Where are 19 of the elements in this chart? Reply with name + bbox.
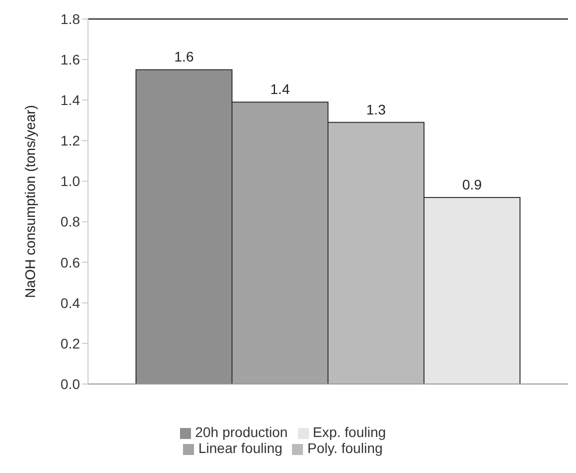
y-axis-title: NaOH consumption (tons/year): [22, 105, 38, 298]
y-tick-label: 1.4: [60, 92, 80, 108]
y-tick-label: 1.0: [60, 173, 80, 190]
data-label: 1.4: [270, 81, 290, 98]
y-tick-label: 0.4: [60, 294, 80, 311]
y-tick-label: 1.2: [60, 132, 80, 149]
y-tick-label: 0.6: [60, 254, 80, 270]
legend-label: Linear fouling: [198, 440, 282, 456]
y-tick-label: 0.8: [60, 214, 80, 230]
legend-label: Poly. fouling: [307, 440, 383, 456]
data-label: 1.6: [174, 48, 194, 65]
legend-label: 20h production: [195, 424, 288, 440]
legend-label: Exp. fouling: [312, 424, 386, 440]
y-tick-label: 0.2: [60, 335, 80, 352]
y-tick-label: 1.8: [60, 10, 80, 27]
y-tick-label: 0.0: [60, 376, 80, 392]
data-label: 0.9: [462, 176, 482, 192]
data-label: 1.3: [366, 101, 386, 118]
y-tick-label: 1.6: [60, 52, 80, 68]
